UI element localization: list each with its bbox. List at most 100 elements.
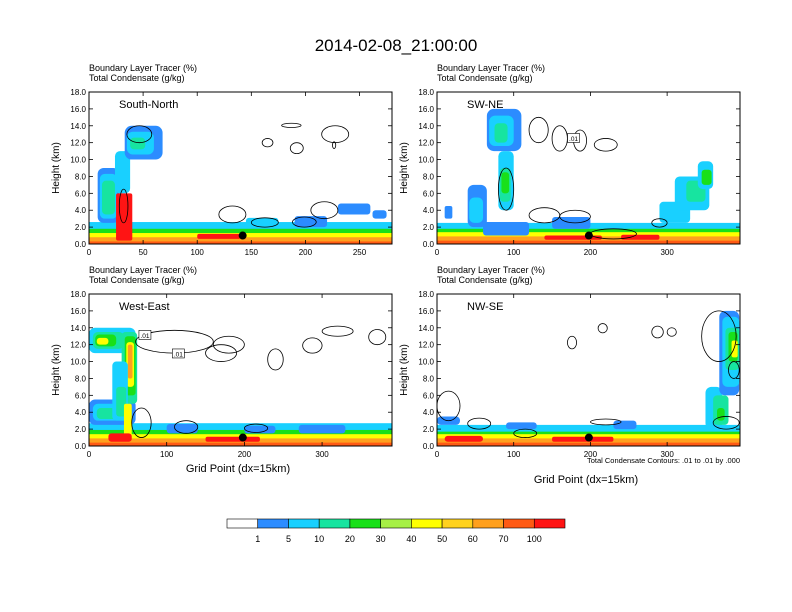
- y-tick-label: 18.0: [70, 290, 86, 299]
- contour-label: .01: [569, 136, 578, 143]
- colorbar-swatch: [257, 518, 289, 529]
- colorbar-swatch: [380, 518, 412, 529]
- colorbar-swatch: [472, 518, 504, 529]
- tracer-fill-region: [506, 422, 537, 430]
- y-axis-label: Height (km): [51, 344, 62, 396]
- tracer-fill-region: [716, 408, 725, 421]
- y-axis: 0.0 2.0 4.0 6.0 8.0 10.0 12.0 14.0 16.0 18.0: [418, 290, 740, 451]
- contour-label: .01: [140, 333, 149, 340]
- y-tick-label: 10.0: [70, 358, 86, 367]
- colorbar-swatch: [318, 518, 351, 529]
- subtitle-line-1: Boundary Layer Tracer (%): [437, 265, 545, 275]
- condensate-contours: [118, 122, 350, 228]
- location-marker: [238, 231, 247, 240]
- condensate-contour: [302, 337, 323, 354]
- contour-label: .01: [174, 351, 183, 358]
- condensate-contour: [321, 125, 350, 144]
- tracer-fill-region: [437, 238, 740, 244]
- subtitle-line-1: Boundary Layer Tracer (%): [89, 265, 197, 275]
- tracer-fill-region: [116, 193, 133, 241]
- plot-frame: [88, 91, 393, 245]
- contour-label-box: [138, 330, 152, 340]
- x-tick-label: 0: [435, 450, 440, 459]
- x-tick-label: 100: [507, 450, 521, 459]
- y-tick-label: 8.0: [75, 172, 87, 181]
- y-tick-label: 8.0: [75, 374, 87, 383]
- condensate-contour: [497, 167, 515, 211]
- condensate-contour: [126, 125, 153, 144]
- condensate-contour: [467, 417, 492, 430]
- tracer-fill-region: [701, 169, 712, 185]
- colorbar-swatch: [226, 518, 259, 529]
- panel-south-north: Boundary Layer Tracer (%) Total Condensa…: [51, 63, 393, 257]
- condensate-contour: [551, 125, 568, 152]
- tracer-fill-region: [116, 386, 127, 417]
- x-axis-label-right: Grid Point (dx=15km): [534, 474, 638, 486]
- tracer-fill-region: [731, 340, 738, 358]
- condensate-contours: [131, 325, 387, 438]
- tracer-fill-region: [298, 424, 346, 434]
- y-axis-label: Height (km): [399, 142, 410, 194]
- plot-frame: [436, 91, 741, 245]
- colorbar-swatch: [288, 518, 320, 529]
- condensate-contour: [728, 361, 740, 379]
- condensate-contour: [701, 310, 737, 362]
- y-tick-label: 16.0: [70, 307, 86, 316]
- subtitle-line-2: Total Condensate (g/kg): [437, 275, 533, 285]
- tracer-fill-region: [621, 234, 660, 240]
- x-tick-label: 250: [353, 248, 367, 257]
- colorbar-swatch: [533, 518, 566, 529]
- colorbar-label: 70: [499, 534, 509, 544]
- panel-sw-ne: Boundary Layer Tracer (%) Total Condensa…: [399, 63, 741, 257]
- tracer-field: [437, 310, 740, 446]
- y-tick-label: 16.0: [418, 105, 434, 114]
- y-tick-label: 12.0: [70, 139, 86, 148]
- tracer-fill-region: [294, 216, 328, 228]
- condensate-contour: [250, 217, 279, 228]
- x-tick-label: 50: [139, 248, 148, 257]
- tracer-fill-region: [613, 420, 637, 430]
- y-tick-label: 14.0: [418, 122, 434, 131]
- y-tick-label: 12.0: [70, 341, 86, 350]
- condensate-contour: [205, 344, 238, 362]
- condensate-contour: [310, 201, 339, 220]
- tracer-fill-region: [89, 440, 392, 446]
- contour-label-box: [172, 348, 185, 359]
- colorbar-label: 20: [345, 534, 355, 544]
- y-tick-label: 18.0: [418, 88, 434, 97]
- y-tick-label: 18.0: [70, 88, 86, 97]
- panel-title: West-East: [119, 301, 170, 313]
- contour-label-box: [567, 133, 580, 143]
- tracer-fill-region: [89, 423, 392, 430]
- condensate-contour: [218, 205, 247, 224]
- plot-frame: [88, 293, 393, 447]
- condensate-contour: [513, 428, 538, 438]
- y-tick-label: 0.0: [423, 240, 435, 249]
- x-tick-label: 100: [507, 248, 521, 257]
- tracer-fill-region: [372, 210, 387, 219]
- condensate-contours: [497, 116, 668, 240]
- figure-title: 2014-02-08_21:00:00: [315, 36, 478, 55]
- panel-title: SW-NE: [467, 99, 503, 111]
- subtitle-line-2: Total Condensate (g/kg): [89, 275, 185, 285]
- condensate-contour: [281, 122, 302, 128]
- y-axis-label: Height (km): [399, 344, 410, 396]
- condensate-contour: [590, 418, 622, 426]
- y-tick-label: 2.0: [423, 425, 435, 434]
- contour-note: Total Condensate Contours: .01 to .01 by…: [587, 456, 740, 465]
- y-tick-label: 4.0: [423, 206, 435, 215]
- panel-nw-se: Boundary Layer Tracer (%) Total Condensa…: [399, 265, 741, 459]
- subtitle-line-2: Total Condensate (g/kg): [437, 73, 533, 83]
- x-axis: 0 100 200 300: [87, 294, 329, 459]
- y-tick-label: 8.0: [423, 374, 435, 383]
- x-tick-label: 100: [191, 248, 205, 257]
- x-tick-label: 0: [87, 248, 92, 257]
- condensate-contour: [332, 141, 337, 149]
- x-tick-label: 300: [660, 248, 674, 257]
- location-marker: [584, 231, 593, 240]
- condensate-contour: [528, 207, 561, 224]
- condensate-contour: [712, 416, 740, 430]
- tracer-fill-region: [444, 206, 453, 219]
- y-tick-label: 10.0: [418, 358, 434, 367]
- y-axis-label: Height (km): [51, 142, 62, 194]
